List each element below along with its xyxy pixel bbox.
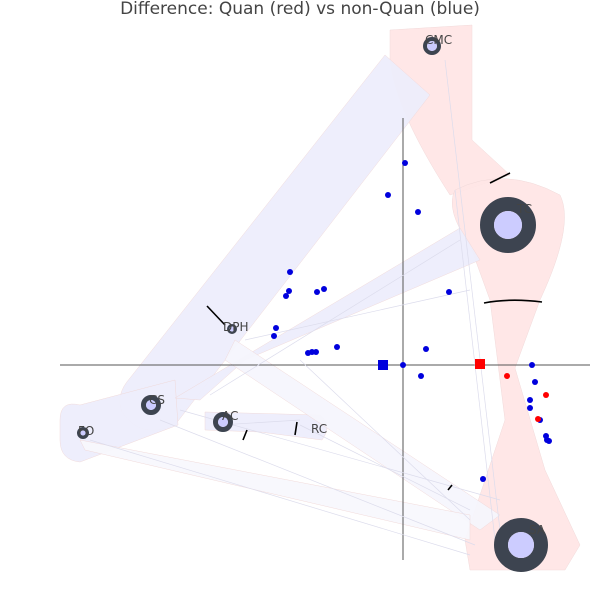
blue-point — [446, 289, 452, 295]
ribbon-dph-sa — [224, 339, 501, 531]
node-ring — [494, 518, 548, 572]
edge-line — [159, 419, 476, 546]
node-sa: SA — [494, 518, 548, 572]
node-rc: RC — [311, 422, 327, 436]
blue-point — [529, 362, 535, 368]
blue-point — [287, 269, 293, 275]
node-center — [427, 41, 437, 51]
edge-marker — [489, 172, 511, 184]
node-label: FO — [78, 424, 94, 438]
edge-ribbons — [59, 24, 581, 571]
blue-square-marker — [378, 360, 388, 370]
node-ring — [423, 37, 441, 55]
nodes: CMC TC DPH CS FO AC RC SA — [77, 33, 548, 572]
edge-marker — [447, 484, 453, 491]
edge-marker — [206, 305, 226, 326]
node-center — [508, 532, 534, 558]
node-label: DPH — [223, 320, 249, 334]
blue-point — [544, 437, 550, 443]
edge-marker — [294, 421, 298, 436]
node-cs: CS — [141, 393, 165, 415]
node-ring — [141, 395, 161, 415]
blue-point — [314, 289, 320, 295]
node-center — [218, 417, 228, 427]
blue-point — [415, 209, 421, 215]
node-ring — [213, 412, 233, 432]
blue-point — [385, 192, 391, 198]
blue-point — [532, 379, 538, 385]
red-point — [535, 416, 541, 422]
blue-point — [283, 293, 289, 299]
node-center — [229, 326, 235, 332]
axes — [60, 118, 590, 560]
node-dph: DPH — [223, 320, 249, 334]
blue-point — [334, 344, 340, 350]
blue-point — [480, 476, 486, 482]
edge-line — [179, 409, 501, 501]
red-point — [504, 373, 510, 379]
node-label: SA — [529, 523, 546, 537]
node-label: TC — [516, 202, 532, 216]
edge-marker — [242, 429, 248, 441]
blue-point — [423, 346, 429, 352]
node-ring — [480, 197, 536, 253]
node-tc: TC — [480, 197, 536, 253]
node-label: CMC — [425, 33, 452, 47]
node-cmc: CMC — [423, 33, 452, 55]
node-center — [80, 430, 86, 436]
scatter-points — [271, 160, 552, 482]
edge-line — [444, 59, 501, 531]
edge-line — [244, 289, 471, 341]
blue-point — [321, 286, 327, 292]
node-label: RC — [311, 422, 327, 436]
node-label: AC — [222, 409, 238, 423]
node-ring — [227, 324, 237, 334]
ribbon-fo-sa — [79, 439, 471, 541]
node-ac: AC — [213, 409, 238, 432]
blue-point — [418, 373, 424, 379]
node-center — [146, 400, 156, 410]
edge-line — [299, 424, 471, 511]
edge-line — [209, 239, 461, 396]
blue-point — [527, 405, 533, 411]
edge-line — [89, 439, 471, 556]
blue-point — [271, 333, 277, 339]
red-point — [543, 392, 549, 398]
blue-point — [400, 362, 406, 368]
blue-point — [286, 288, 292, 294]
edge-marker — [483, 299, 543, 304]
diagram-title: Difference: Quan (red) vs non-Quan (blue… — [120, 0, 480, 19]
blue-point — [273, 325, 279, 331]
red-square-marker — [475, 359, 485, 369]
node-fo: FO — [77, 424, 94, 439]
edge-lines — [89, 59, 543, 556]
blue-point — [527, 397, 533, 403]
edge-line — [299, 359, 471, 521]
blue-point — [402, 160, 408, 166]
node-ring — [77, 427, 89, 439]
edge-line — [219, 419, 301, 426]
node-center — [494, 211, 522, 239]
node-label: CS — [149, 393, 165, 407]
blue-point — [313, 349, 319, 355]
